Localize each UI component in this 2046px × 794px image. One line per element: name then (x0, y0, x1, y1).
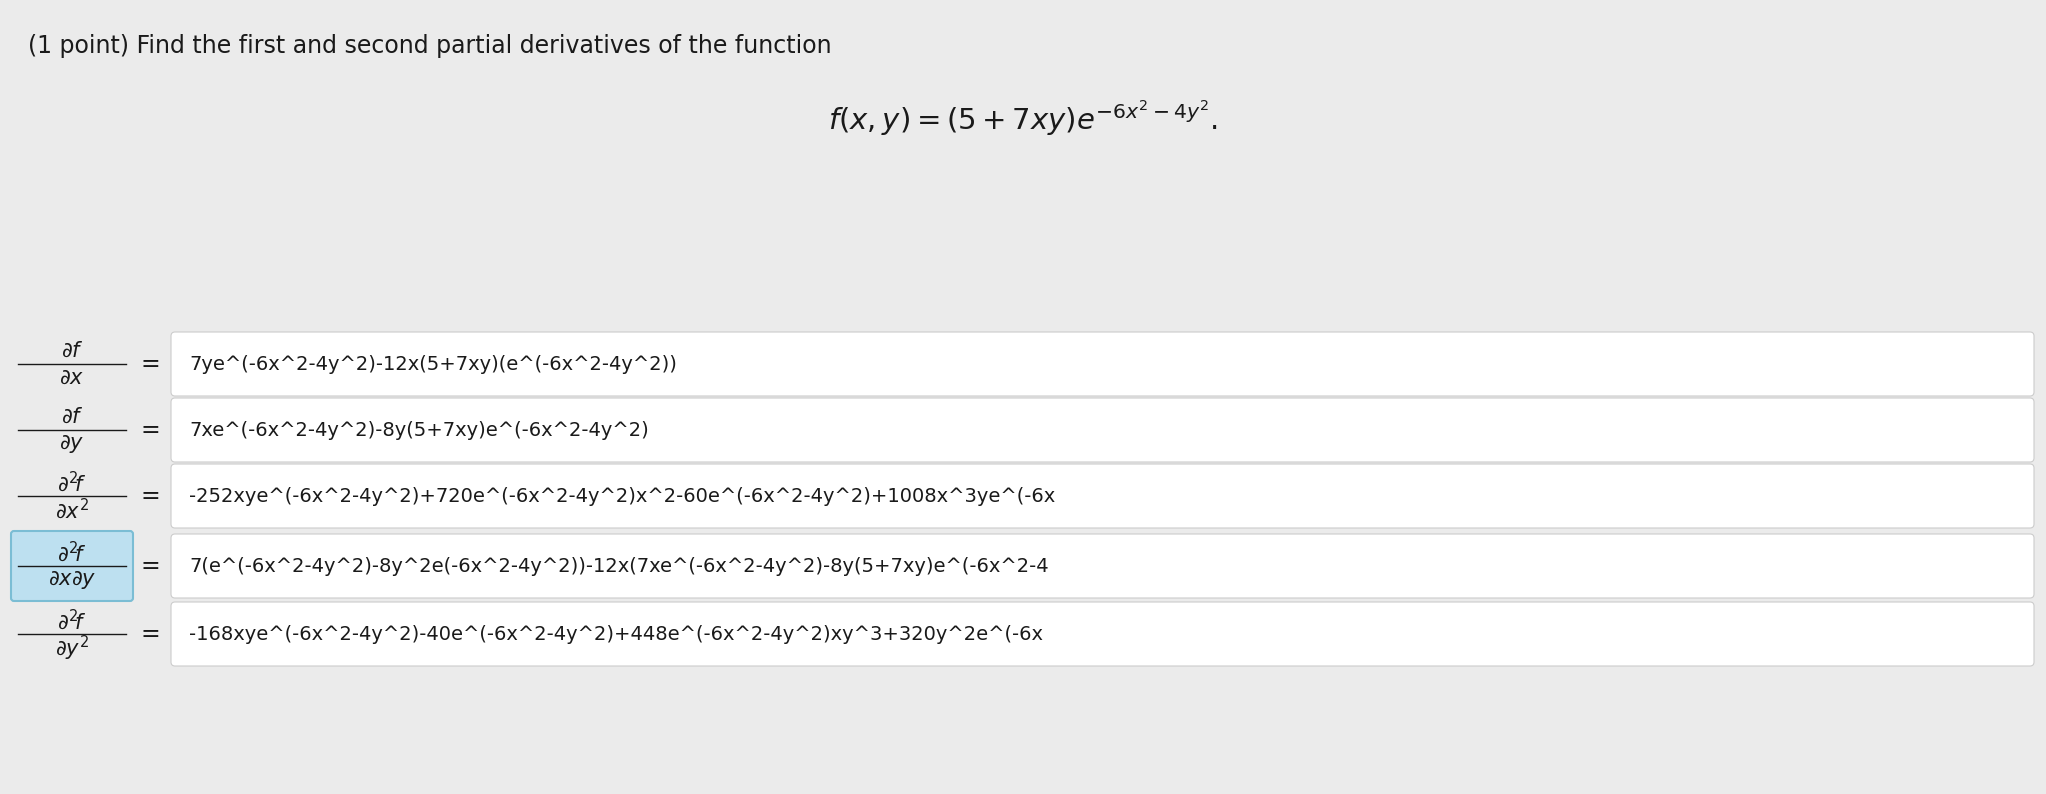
Text: =: = (139, 622, 160, 646)
Text: $\partial x\partial y$: $\partial x\partial y$ (47, 569, 96, 591)
Text: $\partial f$: $\partial f$ (61, 407, 84, 427)
FancyBboxPatch shape (172, 398, 2034, 462)
Text: $\partial f$: $\partial f$ (61, 341, 84, 361)
Text: $\partial y^2$: $\partial y^2$ (55, 634, 90, 663)
Text: =: = (139, 554, 160, 578)
Text: =: = (139, 418, 160, 442)
FancyBboxPatch shape (172, 534, 2034, 598)
Text: $\partial x$: $\partial x$ (59, 368, 84, 388)
Text: 7(e^(-6x^2-4y^2)-8y^2e(-6x^2-4y^2))-12x(7xe^(-6x^2-4y^2)-8y(5+7xy)e^(-6x^2-4: 7(e^(-6x^2-4y^2)-8y^2e(-6x^2-4y^2))-12x(… (188, 557, 1050, 576)
Text: $f(x, y) = (5 + 7xy)e^{-6x^2-4y^2}.$: $f(x, y) = (5 + 7xy)e^{-6x^2-4y^2}.$ (829, 99, 1217, 138)
Text: -252xye^(-6x^2-4y^2)+720e^(-6x^2-4y^2)x^2-60e^(-6x^2-4y^2)+1008x^3ye^(-6x: -252xye^(-6x^2-4y^2)+720e^(-6x^2-4y^2)x^… (188, 487, 1056, 506)
FancyBboxPatch shape (172, 602, 2034, 666)
FancyBboxPatch shape (172, 332, 2034, 396)
Text: -168xye^(-6x^2-4y^2)-40e^(-6x^2-4y^2)+448e^(-6x^2-4y^2)xy^3+320y^2e^(-6x: -168xye^(-6x^2-4y^2)-40e^(-6x^2-4y^2)+44… (188, 625, 1043, 643)
FancyBboxPatch shape (172, 464, 2034, 528)
Text: 7ye^(-6x^2-4y^2)-12x(5+7xy)(e^(-6x^2-4y^2)): 7ye^(-6x^2-4y^2)-12x(5+7xy)(e^(-6x^2-4y^… (188, 354, 677, 373)
Text: $\partial^2\!f$: $\partial^2\!f$ (57, 471, 86, 495)
Text: $\partial^2\!f$: $\partial^2\!f$ (57, 609, 86, 634)
Text: 7xe^(-6x^2-4y^2)-8y(5+7xy)e^(-6x^2-4y^2): 7xe^(-6x^2-4y^2)-8y(5+7xy)e^(-6x^2-4y^2) (188, 421, 649, 440)
Text: $\partial y$: $\partial y$ (59, 433, 84, 455)
Text: =: = (139, 484, 160, 508)
Text: $\partial^2\!f$: $\partial^2\!f$ (57, 541, 86, 565)
Text: =: = (139, 352, 160, 376)
FancyBboxPatch shape (10, 531, 133, 601)
Text: (1 point) Find the first and second partial derivatives of the function: (1 point) Find the first and second part… (29, 34, 831, 58)
Text: $\partial x^2$: $\partial x^2$ (55, 498, 90, 522)
